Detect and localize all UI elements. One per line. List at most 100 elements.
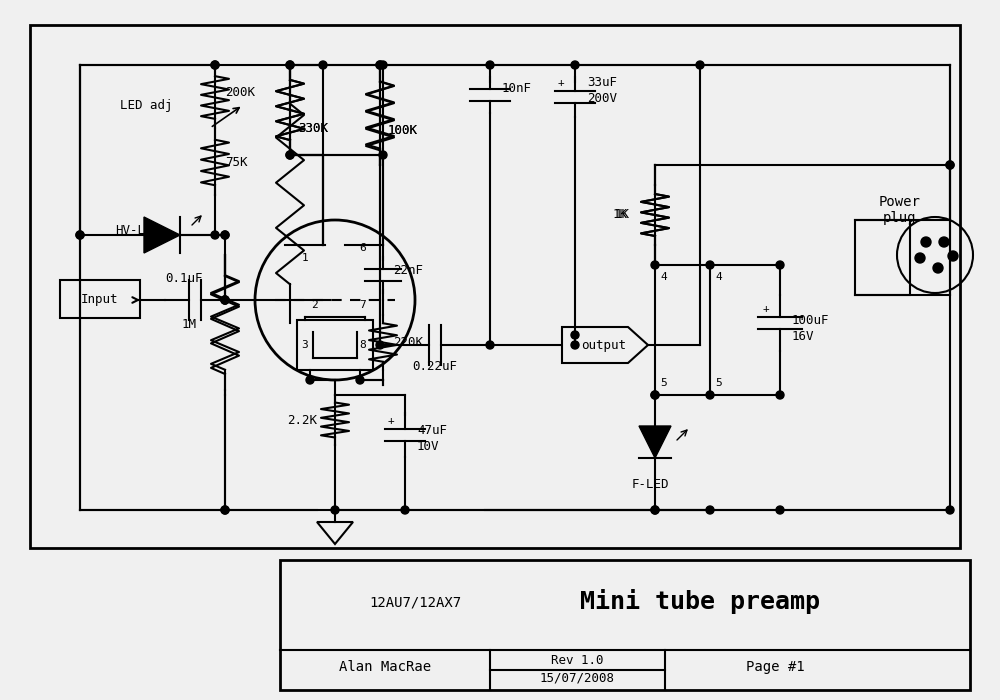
Text: LED adj: LED adj [120, 99, 173, 111]
Circle shape [76, 231, 84, 239]
Text: 15/07/2008: 15/07/2008 [540, 671, 614, 685]
Circle shape [211, 61, 219, 69]
Text: 0.1uF: 0.1uF [165, 272, 203, 284]
Text: 100K: 100K [388, 123, 418, 136]
Text: plug: plug [883, 211, 917, 225]
Circle shape [939, 237, 949, 247]
Circle shape [286, 61, 294, 69]
Text: 220K: 220K [393, 335, 423, 349]
Circle shape [571, 331, 579, 339]
Bar [60, 280, 140, 318]
Circle shape [651, 391, 659, 399]
Circle shape [921, 237, 931, 247]
Circle shape [706, 506, 714, 514]
Circle shape [486, 341, 494, 349]
Bar [280, 560, 970, 690]
Circle shape [221, 296, 229, 304]
Text: 12AU7/12AX7: 12AU7/12AX7 [369, 595, 461, 609]
Circle shape [946, 161, 954, 169]
Text: 200V: 200V [587, 92, 617, 104]
Text: +: + [558, 78, 564, 88]
Text: +: + [388, 416, 394, 426]
Text: 33uF: 33uF [587, 76, 617, 90]
Circle shape [776, 261, 784, 269]
Circle shape [776, 391, 784, 399]
Text: 2: 2 [312, 300, 318, 310]
Bar [855, 220, 910, 295]
Circle shape [376, 61, 384, 69]
Polygon shape [144, 217, 180, 253]
Circle shape [401, 506, 409, 514]
Circle shape [651, 261, 659, 269]
Text: 75K: 75K [225, 155, 248, 169]
Text: 100uF: 100uF [792, 314, 830, 326]
Text: 0.22uF: 0.22uF [413, 360, 458, 374]
Text: 47uF: 47uF [417, 424, 447, 437]
Circle shape [946, 506, 954, 514]
Text: 1K: 1K [613, 209, 628, 221]
Circle shape [571, 341, 579, 349]
Circle shape [651, 506, 659, 514]
Text: 5: 5 [715, 378, 722, 388]
Polygon shape [639, 426, 671, 458]
Circle shape [376, 341, 384, 349]
Circle shape [571, 61, 579, 69]
Circle shape [486, 61, 494, 69]
Text: F-LED: F-LED [631, 479, 669, 491]
Text: Rev 1.0: Rev 1.0 [551, 654, 603, 666]
Text: 16V: 16V [792, 330, 814, 344]
Text: Page #1: Page #1 [746, 660, 804, 674]
Text: 10V: 10V [417, 440, 440, 454]
Circle shape [946, 161, 954, 169]
Text: 330K: 330K [298, 122, 328, 134]
Text: HV-LED: HV-LED [115, 223, 160, 237]
Circle shape [933, 263, 943, 273]
Text: output: output [582, 339, 626, 351]
Circle shape [319, 61, 327, 69]
Circle shape [948, 251, 958, 261]
Circle shape [651, 506, 659, 514]
Text: 4: 4 [660, 272, 667, 282]
Text: 1K: 1K [615, 209, 630, 221]
Circle shape [221, 296, 229, 304]
Circle shape [211, 61, 219, 69]
Circle shape [286, 61, 294, 69]
Bar [30, 25, 960, 548]
Circle shape [306, 376, 314, 384]
Circle shape [221, 506, 229, 514]
Circle shape [915, 253, 925, 263]
Circle shape [76, 231, 84, 239]
Circle shape [221, 231, 229, 239]
Circle shape [221, 231, 229, 239]
Circle shape [221, 506, 229, 514]
Text: Mini tube preamp: Mini tube preamp [580, 589, 820, 615]
Circle shape [706, 261, 714, 269]
Text: 3: 3 [302, 340, 308, 350]
Circle shape [356, 376, 364, 384]
Text: 5: 5 [660, 378, 667, 388]
Text: Power: Power [879, 195, 921, 209]
Bar [297, 320, 373, 370]
Circle shape [651, 391, 659, 399]
Text: 200K: 200K [225, 85, 255, 99]
Circle shape [221, 296, 229, 304]
Text: +: + [763, 304, 769, 314]
Text: 8: 8 [360, 340, 366, 350]
Circle shape [376, 61, 384, 69]
Circle shape [379, 61, 387, 69]
Text: 10nF: 10nF [502, 81, 532, 94]
Text: 22nF: 22nF [393, 263, 423, 276]
Text: Alan MacRae: Alan MacRae [339, 660, 431, 674]
Text: 1: 1 [302, 253, 308, 263]
Circle shape [286, 151, 294, 159]
Text: 2.2K: 2.2K [287, 414, 317, 426]
Circle shape [706, 391, 714, 399]
Circle shape [379, 151, 387, 159]
Text: Input: Input [81, 293, 119, 307]
Text: 100K: 100K [388, 123, 418, 136]
Text: 4: 4 [715, 272, 722, 282]
Circle shape [776, 506, 784, 514]
Circle shape [696, 61, 704, 69]
Circle shape [211, 231, 219, 239]
Circle shape [331, 506, 339, 514]
